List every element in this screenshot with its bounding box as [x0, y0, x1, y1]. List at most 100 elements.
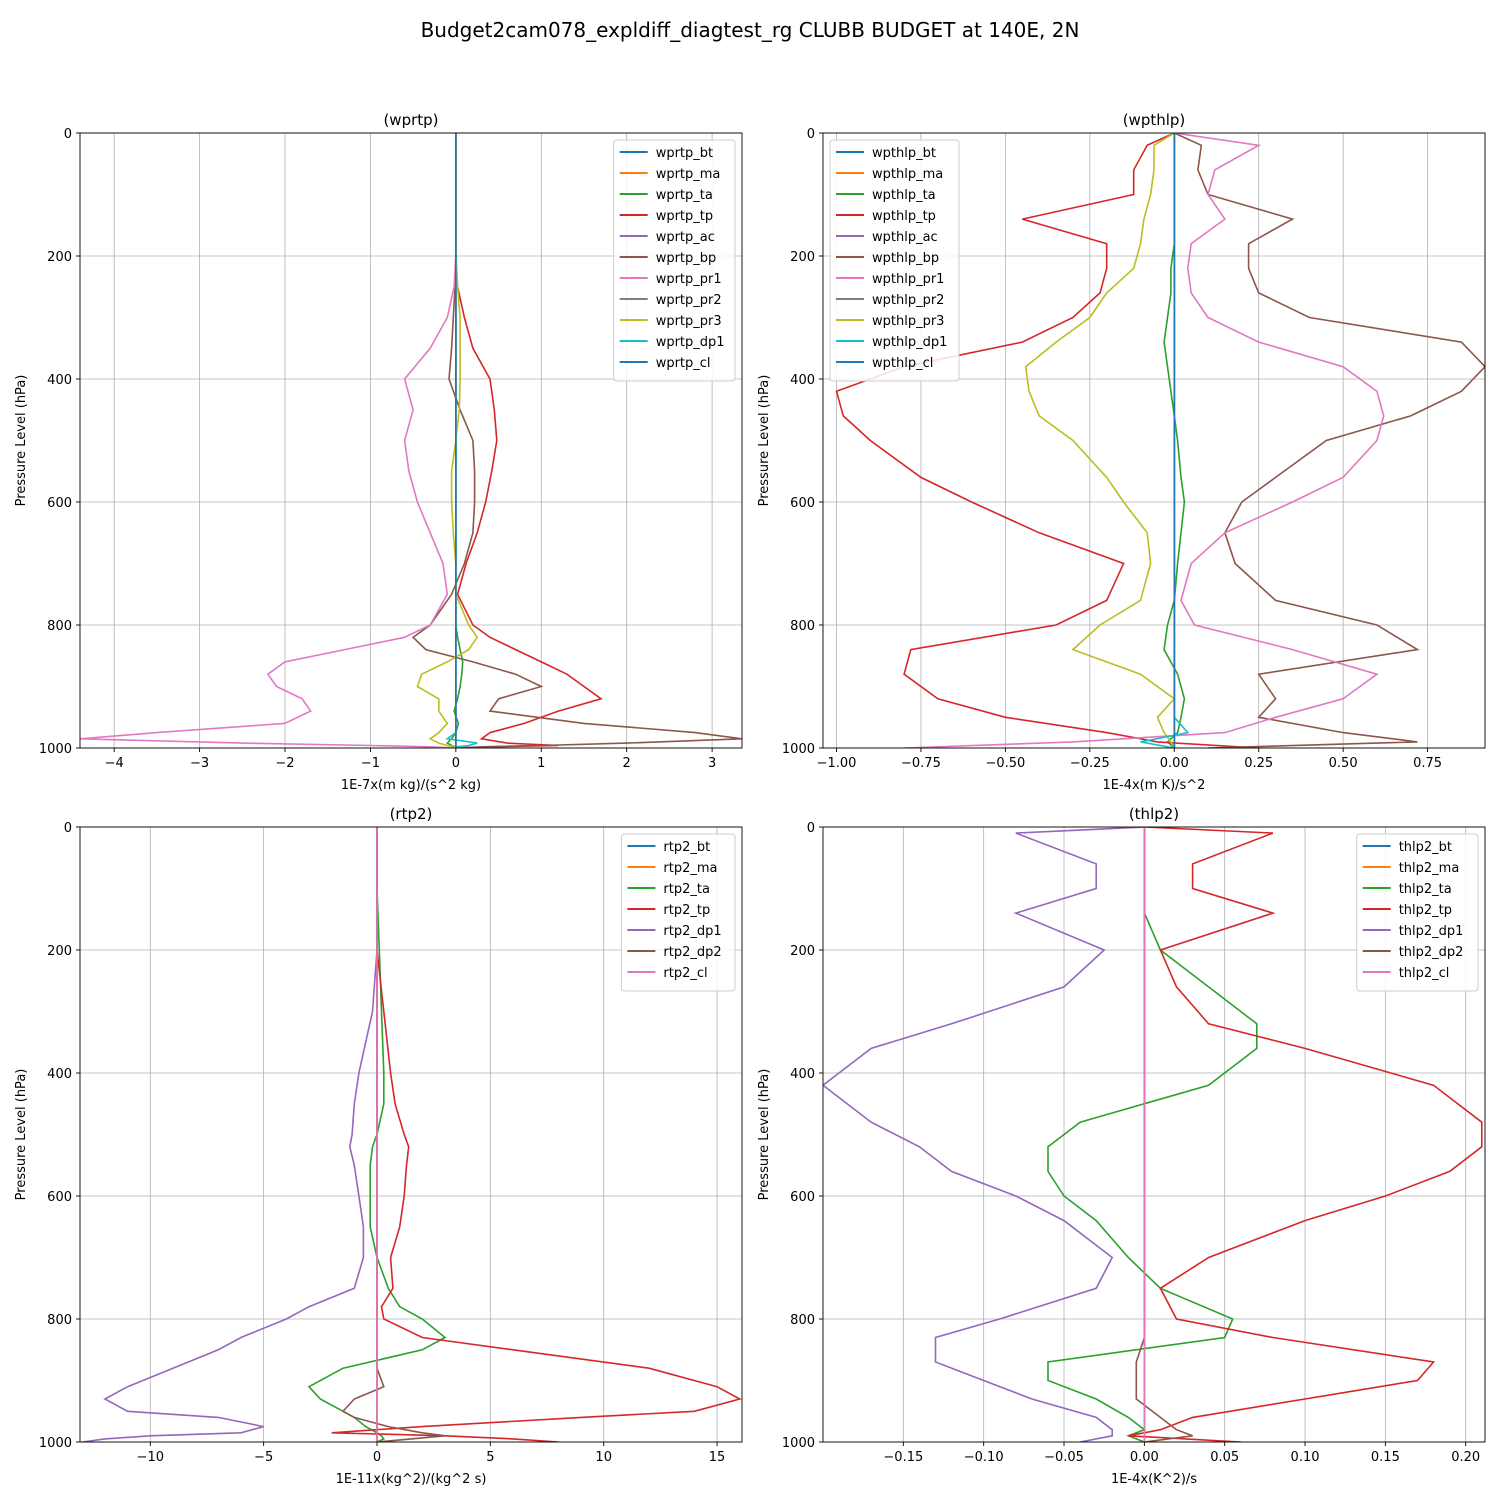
series-lines	[80, 133, 742, 748]
y-tick-label: 800	[790, 1313, 815, 1328]
chart-panel-0: −4 −3 −2 −1 0 1 2 3 0 200 400 600 800 1000 (wprtp) 1E-7…	[14, 111, 743, 793]
series-line-thlp2_dp1	[823, 827, 1145, 1442]
legend: thlp2_bt thlp2_ma thlp2_ta thlp2_tp thlp2_dp…	[1356, 833, 1479, 992]
legend-label: rtp2_tp	[663, 903, 710, 918]
legend-label: rtp2_cl	[663, 966, 707, 981]
legend-label: wpthlp_tp	[872, 209, 936, 224]
axes-frame	[822, 826, 1486, 1443]
legend-label: wprtp_dp1	[656, 335, 725, 350]
x-tick-label: 0.10	[1291, 1450, 1320, 1465]
y-tick-label: 400	[47, 373, 72, 388]
series-line-wpthlp_pr3	[1024, 133, 1176, 748]
x-tick-label: −0.15	[883, 1450, 923, 1465]
legend-label: thlp2_dp1	[1399, 924, 1464, 939]
x-tick-label: −0.75	[901, 756, 941, 771]
x-axis-label: 1E-4x(m K)/s^2	[1103, 778, 1206, 793]
x-tick-label: −4	[105, 756, 124, 771]
y-tick-label: 0	[807, 821, 815, 836]
y-tick-label: 600	[47, 1190, 72, 1205]
x-tick-label: −1.00	[817, 756, 857, 771]
legend-label: wprtp_pr2	[656, 293, 722, 308]
legend-label: wprtp_pr3	[656, 314, 722, 329]
panel-title: (wprtp)	[383, 111, 438, 129]
y-tick-label: 200	[790, 250, 815, 265]
legend-label: rtp2_ta	[663, 882, 710, 897]
legend-label: wprtp_bt	[656, 146, 713, 161]
series-line-wprtp_pr1	[80, 133, 457, 748]
series-line-rtp2_ta	[307, 827, 447, 1442]
legend: wprtp_bt wprtp_ma wprtp_ta wprtp_tp wprtp_ac…	[613, 139, 736, 382]
legend-label: rtp2_bt	[663, 840, 710, 855]
panel-title: (rtp2)	[390, 805, 433, 823]
x-tick-label: −10	[137, 1450, 164, 1465]
x-tick-label: 0.00	[1160, 756, 1189, 771]
legend-label: wpthlp_ac	[872, 230, 938, 245]
x-tick-label: 5	[486, 1450, 494, 1465]
y-tick-label: 600	[47, 496, 72, 511]
legend-label: wpthlp_bt	[872, 146, 936, 161]
axes-frame	[79, 132, 743, 749]
x-tick-label: −0.05	[1044, 1450, 1084, 1465]
x-tick-label: −0.50	[985, 756, 1025, 771]
y-tick-label: 400	[790, 1067, 815, 1082]
y-axis-label: Pressure Level (hPa)	[757, 375, 772, 507]
y-tick-label: 600	[790, 1190, 815, 1205]
axes-frame	[822, 132, 1486, 749]
x-tick-label: 0.25	[1244, 756, 1273, 771]
legend-label: wprtp_tp	[656, 209, 713, 224]
legend-label: thlp2_bt	[1399, 840, 1452, 855]
chart-panel-2: −10 −5 0 5 10 15 0 200 400 600 800 1000 (rtp2) 1E-11x…	[14, 805, 743, 1487]
axes-frame	[79, 826, 743, 1443]
y-tick-label: 200	[47, 944, 72, 959]
series-line-thlp2_tp	[1128, 827, 1483, 1442]
y-tick-label: 800	[47, 1313, 72, 1328]
x-tick-label: 0.50	[1329, 756, 1358, 771]
legend-label: wprtp_ma	[656, 167, 721, 182]
legend-label: thlp2_ta	[1399, 882, 1452, 897]
legend-label: rtp2_ma	[663, 861, 717, 876]
y-tick-label: 1000	[782, 1436, 815, 1451]
x-tick-label: −0.10	[964, 1450, 1004, 1465]
x-tick-label: −3	[190, 756, 209, 771]
y-tick-label: 200	[47, 250, 72, 265]
legend-label: thlp2_dp2	[1399, 945, 1464, 960]
x-tick-label: 0.15	[1371, 1450, 1400, 1465]
y-tick-label: 1000	[39, 742, 72, 757]
x-tick-label: 0.00	[1130, 1450, 1159, 1465]
y-tick-label: 800	[790, 619, 815, 634]
legend-label: wpthlp_pr1	[872, 272, 944, 287]
y-axis-label: Pressure Level (hPa)	[757, 1069, 772, 1201]
figure-title: Budget2cam078_expldiff_diagtest_rg CLUBB…	[421, 18, 1080, 42]
legend-label: wpthlp_dp1	[872, 335, 947, 350]
legend-label: wpthlp_ma	[872, 167, 943, 182]
chart-panel-1: −1.00 −0.75 −0.50 −0.25 0.00 0.25 0.50 0.75 0 200…	[757, 111, 1486, 793]
series-line-thlp2_ta	[1047, 827, 1258, 1442]
x-axis-label: 1E-7x(m kg)/(s^2 kg)	[341, 778, 481, 793]
legend-label: wprtp_ta	[656, 188, 713, 203]
y-tick-label: 1000	[782, 742, 815, 757]
legend-label: wpthlp_cl	[872, 356, 933, 371]
x-tick-label: −1	[361, 756, 380, 771]
x-axis-label: 1E-4x(K^2)/s	[1111, 1472, 1197, 1487]
series-lines	[82, 827, 742, 1442]
series-line-wpthlp_pr1	[904, 133, 1385, 748]
x-tick-label: 1	[537, 756, 545, 771]
x-tick-label: 10	[595, 1450, 612, 1465]
legend-label: wprtp_ac	[656, 230, 715, 245]
x-tick-label: 0.05	[1210, 1450, 1239, 1465]
legend-label: wprtp_cl	[656, 356, 711, 371]
x-tick-label: 0.20	[1451, 1450, 1480, 1465]
chart-panel-3: −0.15 −0.10 −0.05 0.00 0.05 0.10 0.15 0.20 0 200 4…	[757, 805, 1486, 1487]
legend: rtp2_bt rtp2_ma rtp2_ta rtp2_tp rtp2_dp1 rtp2…	[620, 833, 736, 992]
x-tick-label: 0	[452, 756, 460, 771]
legend-label: wprtp_bp	[656, 251, 717, 266]
legend-label: rtp2_dp1	[663, 924, 721, 939]
legend-label: wpthlp_bp	[872, 251, 939, 266]
x-tick-label: −5	[254, 1450, 273, 1465]
x-tick-label: 2	[623, 756, 631, 771]
series-lines	[823, 827, 1483, 1442]
legend-label: wpthlp_pr2	[872, 293, 944, 308]
x-tick-label: −2	[275, 756, 294, 771]
legend-label: thlp2_cl	[1399, 966, 1450, 981]
